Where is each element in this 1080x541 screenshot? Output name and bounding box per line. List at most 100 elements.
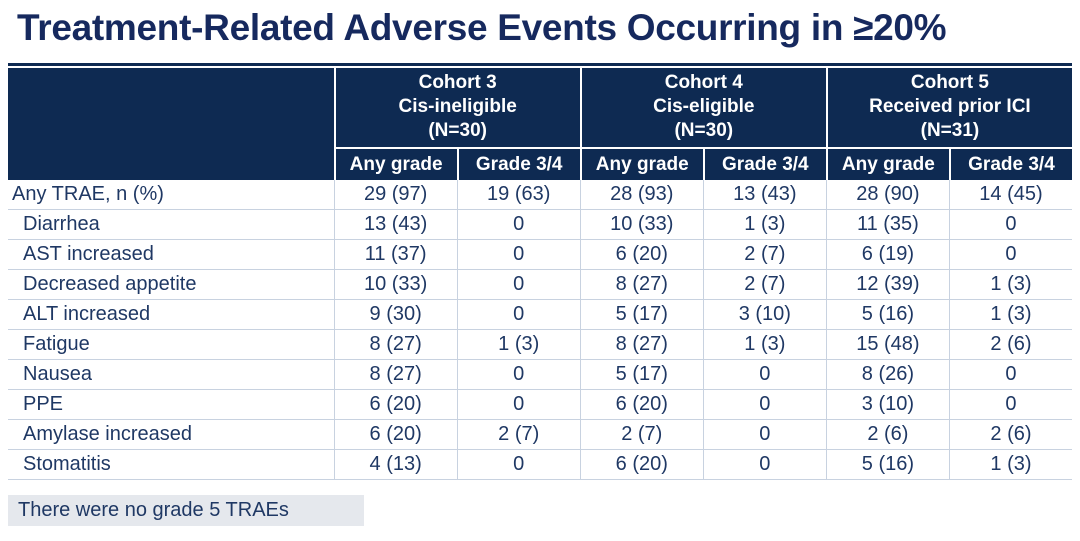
cell-value: 1 (3) <box>948 300 1072 330</box>
cell-value: 28 (90) <box>825 180 949 210</box>
cell-value: 0 <box>702 390 826 420</box>
cell-value: 2 (7) <box>702 240 826 270</box>
cell-value: 12 (39) <box>825 270 949 300</box>
trae-table: Cohort 3 Cis-ineligible (N=30) Cohort 4 Cis-… <box>8 63 1072 480</box>
cell-value: 10 (33) <box>333 270 457 300</box>
cell-value: 1 (3) <box>702 210 826 240</box>
cell-value: 0 <box>456 390 580 420</box>
cell-value: 2 (6) <box>948 330 1072 360</box>
row-label: ALT increased <box>8 300 334 330</box>
grade-column-header: Any grade <box>579 149 703 180</box>
cell-value: 8 (27) <box>579 270 703 300</box>
footnote-box: There were no grade 5 TRAEs <box>8 495 364 526</box>
cell-value: 13 (43) <box>333 210 457 240</box>
cohort-name: Cohort 4 <box>664 72 743 93</box>
cell-value: 6 (20) <box>579 240 703 270</box>
cell-value: 2 (7) <box>579 420 703 450</box>
row-label: AST increased <box>8 240 334 270</box>
table-row: Fatigue 8 (27) 1 (3) 8 (27) 1 (3) 15 (48) 2 (6… <box>8 330 1072 360</box>
cohort-subtitle: Received prior ICI <box>869 96 1031 117</box>
cell-value: 0 <box>702 360 826 390</box>
grade-column-header: Grade 3/4 <box>456 149 580 180</box>
cell-value: 0 <box>702 450 826 480</box>
table-row: Stomatitis 4 (13) 0 6 (20) 0 5 (16) 1 (3) <box>8 450 1072 480</box>
cell-value: 2 (6) <box>825 420 949 450</box>
cell-value: 5 (16) <box>825 300 949 330</box>
cohort-header-row: Cohort 3 Cis-ineligible (N=30) Cohort 4 Cis-… <box>8 66 1072 180</box>
cell-value: 6 (20) <box>579 390 703 420</box>
cohort-subtitle: Cis-eligible <box>653 96 755 117</box>
cohort-subtitle: Cis-ineligible <box>398 96 517 117</box>
table-row: Decreased appetite 10 (33) 0 8 (27) 2 (7) 12 … <box>8 270 1072 300</box>
cell-value: 1 (3) <box>702 330 826 360</box>
grade-header-row: Any grade Grade 3/4 Any grade Grade 3/4 Any … <box>8 149 1072 180</box>
cell-value: 10 (33) <box>579 210 703 240</box>
cell-value: 6 (20) <box>333 390 457 420</box>
row-label: Stomatitis <box>8 450 334 480</box>
row-label: PPE <box>8 390 334 420</box>
table-row: Amylase increased 6 (20) 2 (7) 2 (7) 0 2 (6) 2… <box>8 420 1072 450</box>
cell-value: 11 (35) <box>825 210 949 240</box>
cell-value: 2 (7) <box>702 270 826 300</box>
grade-column-header: Grade 3/4 <box>702 149 826 180</box>
table-row: PPE 6 (20) 0 6 (20) 0 3 (10) 0 <box>8 390 1072 420</box>
cell-value: 2 (6) <box>948 420 1072 450</box>
cell-value: 14 (45) <box>948 180 1072 210</box>
cohort-n: (N=30) <box>674 120 734 141</box>
cell-value: 5 (17) <box>579 360 703 390</box>
row-label: Decreased appetite <box>8 270 334 300</box>
cell-value: 1 (3) <box>456 330 580 360</box>
row-label: Diarrhea <box>8 210 334 240</box>
cohort-n: (N=30) <box>428 120 487 141</box>
row-label: Any TRAE, n (%) <box>8 180 334 210</box>
cell-value: 28 (93) <box>579 180 703 210</box>
cell-value: 4 (13) <box>333 450 457 480</box>
table-row: Any TRAE, n (%) 29 (97) 19 (63) 28 (93) 13 (… <box>8 180 1072 210</box>
row-label: Amylase increased <box>8 420 334 450</box>
cell-value: 0 <box>702 420 826 450</box>
cell-value: 29 (97) <box>333 180 457 210</box>
cell-value: 8 (27) <box>333 360 457 390</box>
cell-value: 8 (27) <box>333 330 457 360</box>
table-row: Nausea 8 (27) 0 5 (17) 0 8 (26) 0 <box>8 360 1072 390</box>
cell-value: 1 (3) <box>948 270 1072 300</box>
page-title: Treatment-Related Adverse Events Occurri… <box>17 7 947 48</box>
cell-value: 1 (3) <box>948 450 1072 480</box>
cell-value: 6 (20) <box>333 420 457 450</box>
cell-value: 5 (16) <box>825 450 949 480</box>
cell-value: 0 <box>456 450 580 480</box>
cell-value: 3 (10) <box>702 300 826 330</box>
cell-value: 2 (7) <box>456 420 580 450</box>
cell-value: 6 (19) <box>825 240 949 270</box>
grade-column-header: Any grade <box>333 149 457 180</box>
cell-value: 19 (63) <box>456 180 580 210</box>
cohort-name: Cohort 3 <box>418 72 497 93</box>
cell-value: 11 (37) <box>333 240 457 270</box>
cell-value: 8 (26) <box>825 360 949 390</box>
cell-value: 15 (48) <box>825 330 949 360</box>
cell-value: 0 <box>456 240 580 270</box>
table-row: ALT increased 9 (30) 0 5 (17) 3 (10) 5 (16) 1 … <box>8 300 1072 330</box>
trae-table-container: Cohort 3 Cis-ineligible (N=30) Cohort 4 Cis-… <box>8 63 1072 480</box>
table-row: Diarrhea 13 (43) 0 10 (33) 1 (3) 11 (35) 0 <box>8 210 1072 240</box>
cell-value: 3 (10) <box>825 390 949 420</box>
cell-value: 6 (20) <box>579 450 703 480</box>
corner-cell <box>8 66 334 180</box>
cell-value: 9 (30) <box>333 300 457 330</box>
cohort-name: Cohort 5 <box>910 72 989 93</box>
cell-value: 0 <box>948 360 1072 390</box>
cell-value: 0 <box>948 240 1072 270</box>
cell-value: 8 (27) <box>579 330 703 360</box>
cohort-header: Cohort 5 Received prior ICI (N=31) <box>825 66 1072 149</box>
cell-value: 0 <box>456 300 580 330</box>
grade-column-header: Any grade <box>825 149 949 180</box>
cell-value: 5 (17) <box>579 300 703 330</box>
cell-value: 0 <box>456 210 580 240</box>
row-label: Fatigue <box>8 330 334 360</box>
trae-table-body: Any TRAE, n (%) 29 (97) 19 (63) 28 (93) 13 (… <box>8 180 1072 480</box>
cell-value: 0 <box>948 210 1072 240</box>
cohort-header: Cohort 3 Cis-ineligible (N=30) <box>333 66 580 149</box>
cohort-header: Cohort 4 Cis-eligible (N=30) <box>579 66 826 149</box>
cohort-n: (N=31) <box>920 120 980 141</box>
table-row: AST increased 11 (37) 0 6 (20) 2 (7) 6 (19) 0 <box>8 240 1072 270</box>
